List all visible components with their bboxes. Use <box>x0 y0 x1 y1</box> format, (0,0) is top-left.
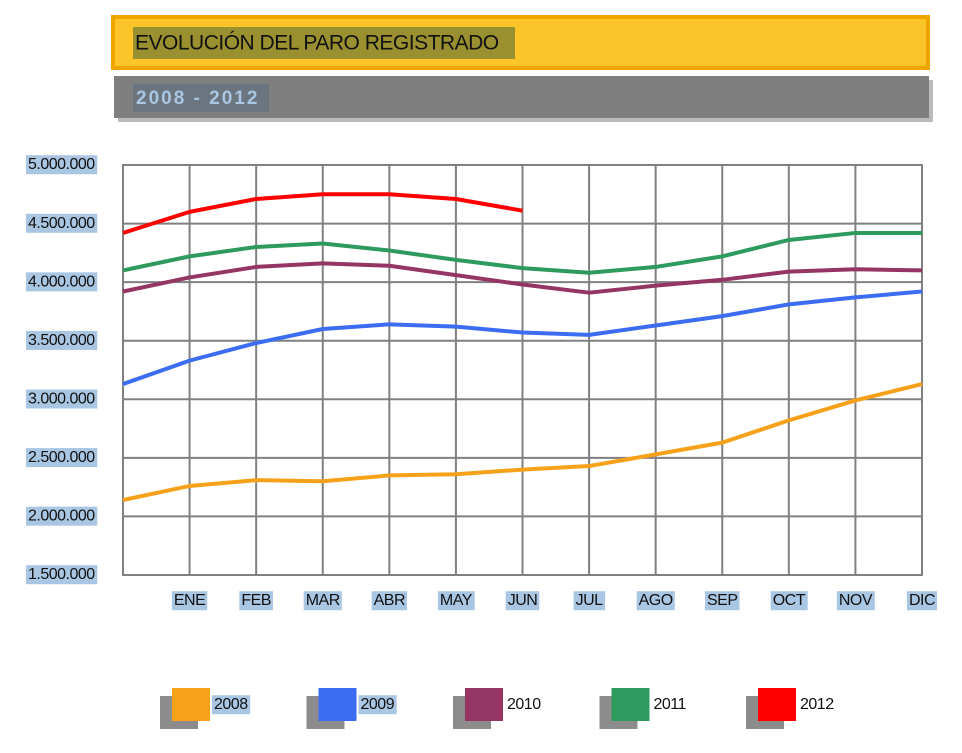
x-tick-label-bg <box>770 591 808 611</box>
y-tick-label: 5.000.000 <box>28 156 95 173</box>
x-tick-label-bg <box>171 591 208 611</box>
y-tick-label: 2.500.000 <box>28 449 95 466</box>
y-tick-label-bg <box>26 155 98 175</box>
legend-swatch <box>465 688 503 721</box>
y-tick-label: 3.500.000 <box>28 332 95 349</box>
x-tick-label-bg <box>239 591 273 611</box>
x-tick-label: MAY <box>440 592 473 609</box>
x-tick-label: JUL <box>576 592 604 609</box>
x-tick-label: NOV <box>839 592 873 609</box>
y-tick-label: 4.500.000 <box>28 215 95 232</box>
chart-subtitle: 2008 - 2012 <box>136 88 259 109</box>
legend-label: 2008 <box>214 696 248 713</box>
series-line <box>122 230 922 275</box>
x-tick-label: OCT <box>773 592 806 609</box>
x-tick-label: FEB <box>241 592 271 609</box>
y-tick-label-bg <box>26 213 98 233</box>
y-tick-label-bg <box>26 389 98 409</box>
x-tick-label-bg <box>704 591 740 611</box>
y-tick-label-bg <box>26 330 98 350</box>
legend-swatch <box>318 688 357 721</box>
x-tick-label: DIC <box>909 592 935 609</box>
x-tick-label: MAR <box>306 592 340 609</box>
legend-label-bg <box>212 695 251 715</box>
series-line <box>122 192 523 235</box>
y-tick-label-bg <box>26 272 98 292</box>
y-tick-label-bg <box>26 565 98 585</box>
subtitle-highlight <box>133 84 269 112</box>
y-tick-label: 4.000.000 <box>28 273 95 290</box>
x-tick-label: SEP <box>707 592 738 609</box>
series-line <box>122 382 923 502</box>
legend-swatch <box>172 688 210 721</box>
legend-label: 2010 <box>507 696 541 713</box>
x-tick-label-bg <box>371 591 408 611</box>
y-tick-label: 2.000.000 <box>28 508 95 525</box>
legend-label-bg <box>358 695 397 715</box>
x-tick-label: JUN <box>508 592 538 609</box>
x-tick-label-bg <box>636 591 675 611</box>
x-tick-label-bg <box>906 591 938 611</box>
x-tick-label-bg <box>437 591 475 611</box>
x-tick-label: AGO <box>639 592 673 609</box>
chart-title: EVOLUCIÓN DEL PARO REGISTRADO <box>135 32 499 55</box>
series-line <box>122 289 923 386</box>
x-tick-label: ENE <box>174 592 205 609</box>
x-tick-label-bg <box>505 591 540 611</box>
y-tick-label: 3.000.000 <box>28 391 95 408</box>
x-tick-label-bg <box>303 591 342 611</box>
x-tick-label-bg <box>836 591 875 611</box>
x-tick-label-bg <box>573 591 606 611</box>
title-highlight <box>133 27 515 59</box>
y-tick-label-bg <box>26 448 98 468</box>
legend-label: 2009 <box>361 696 395 713</box>
x-tick-label: ABR <box>374 592 405 609</box>
y-tick-label: 1.500.000 <box>28 566 95 583</box>
legend-swatch <box>758 688 796 721</box>
legend-swatch <box>611 688 650 721</box>
legend-label: 2011 <box>654 696 687 713</box>
series-line <box>122 261 923 295</box>
y-tick-label-bg <box>26 506 98 526</box>
legend-label: 2012 <box>800 696 834 713</box>
